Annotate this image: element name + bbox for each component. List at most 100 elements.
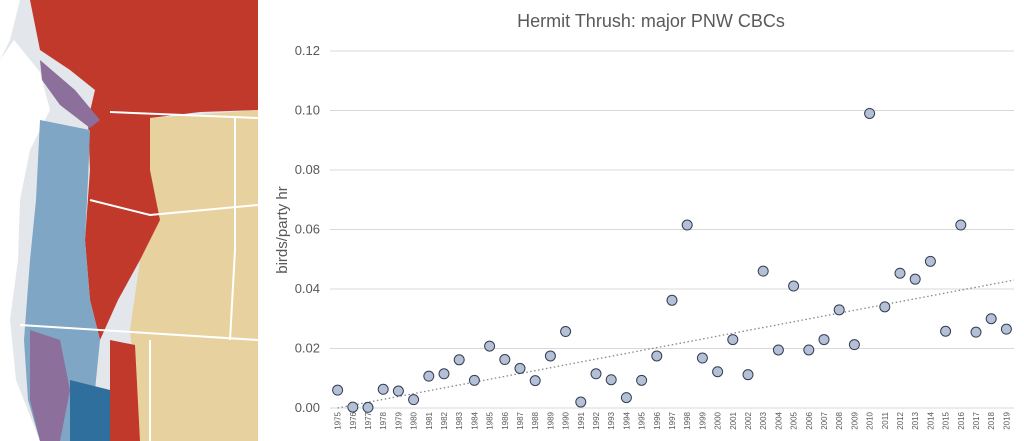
x-tick-label: 1990 <box>562 411 571 429</box>
map-border-canada-us <box>109 111 258 119</box>
x-tick-label: 1987 <box>516 411 525 429</box>
x-tick-label: 1976 <box>349 411 358 429</box>
x-tick-label: 1992 <box>592 411 601 429</box>
data-point <box>803 344 815 356</box>
data-point <box>924 255 936 267</box>
data-point <box>408 394 420 406</box>
data-point <box>590 368 602 380</box>
x-tick-label: 2004 <box>774 411 783 429</box>
x-tick-label: 2001 <box>729 411 738 429</box>
y-tick-label: 0.02 <box>295 341 320 356</box>
data-point <box>347 401 359 413</box>
x-tick-label: 2012 <box>896 411 905 429</box>
data-point <box>833 304 845 316</box>
x-tick-label: 1975 <box>334 411 343 429</box>
data-point <box>985 313 997 325</box>
x-tick-label: 2015 <box>942 411 951 429</box>
data-point <box>848 339 860 351</box>
data-point <box>712 366 724 378</box>
x-tick-label: 1998 <box>683 411 692 429</box>
trendline <box>337 279 1015 409</box>
y-tick-label: 0.00 <box>295 400 320 415</box>
x-tick-label: 1989 <box>546 411 555 429</box>
x-tick-label: 1979 <box>394 411 403 429</box>
data-point <box>696 352 708 364</box>
x-tick-label: 2002 <box>744 411 753 429</box>
chart-panel: Hermit Thrush: major PNW CBCs birds/part… <box>258 0 1024 441</box>
data-point <box>772 344 784 356</box>
x-tick-label: 1994 <box>622 411 631 429</box>
data-point <box>894 267 906 279</box>
map-border-idaho <box>229 118 236 341</box>
x-tick-label: 2018 <box>987 411 996 429</box>
x-tick-label: 1986 <box>501 411 510 429</box>
data-point <box>681 219 693 231</box>
x-tick-label: 1991 <box>577 411 586 429</box>
x-tick-label: 1978 <box>379 411 388 429</box>
x-tick-label: 1988 <box>531 411 540 429</box>
y-tick-labels: 0.00 0.02 0.04 0.06 0.08 0.10 0.12 <box>295 43 320 415</box>
data-point <box>514 362 526 374</box>
x-tick-label: 2017 <box>972 411 981 429</box>
x-tick-label: 2014 <box>926 411 935 429</box>
x-tick-label: 1999 <box>698 411 707 429</box>
data-point <box>362 401 374 413</box>
x-tick-label: 1977 <box>364 411 373 429</box>
x-tick-label: 1982 <box>440 411 449 429</box>
x-tick-label: 1995 <box>638 411 647 429</box>
data-point <box>560 326 572 338</box>
map-border-wa-or <box>89 199 258 217</box>
data-point <box>651 350 663 362</box>
data-point <box>620 392 632 404</box>
chart-title: Hermit Thrush: major PNW CBCs <box>517 11 785 31</box>
x-tick-label: 2019 <box>1002 411 1011 429</box>
data-point <box>575 396 587 408</box>
data-point <box>377 383 389 395</box>
y-tick-label: 0.10 <box>295 103 320 118</box>
gridlines <box>330 50 1014 409</box>
y-axis-label: birds/party hr <box>274 186 291 274</box>
data-point <box>392 385 404 397</box>
data-point <box>909 273 921 285</box>
y-tick-label: 0.12 <box>295 43 320 58</box>
x-tick-label: 2005 <box>790 411 799 429</box>
range-map-image <box>0 0 258 441</box>
data-point <box>864 107 876 119</box>
data-point <box>438 368 450 380</box>
map-ocean-west <box>0 40 50 441</box>
data-point <box>757 265 769 277</box>
x-tick-label: 1980 <box>410 411 419 429</box>
x-tick-label: 2000 <box>714 411 723 429</box>
x-tick-label: 2009 <box>850 411 859 429</box>
map-region-island <box>40 60 100 128</box>
x-tick-label: 1997 <box>668 411 677 429</box>
x-tick-label: 2010 <box>866 411 875 429</box>
x-tick-label: 1993 <box>607 411 616 429</box>
data-point <box>468 374 480 386</box>
x-tick-label: 1985 <box>486 411 495 429</box>
x-tick-label: 1984 <box>470 411 479 429</box>
data-point <box>970 326 982 338</box>
data-point <box>788 280 800 292</box>
map-region-interior <box>130 110 258 441</box>
range-map <box>0 0 258 441</box>
data-point <box>423 370 435 382</box>
data-point <box>940 325 952 337</box>
data-point <box>1000 323 1012 335</box>
y-tick-label: 0.08 <box>295 162 320 177</box>
map-region-north <box>30 0 258 118</box>
y-tick-label: 0.04 <box>295 281 320 296</box>
data-point <box>529 375 541 387</box>
x-tick-labels: 1975 1976 1977 1978 1979 1980 1981 1982 1983 1984… <box>334 411 1012 429</box>
x-tick-label: 1983 <box>455 411 464 429</box>
data-point <box>499 354 511 366</box>
data-point <box>484 340 496 352</box>
x-tick-label: 2013 <box>911 411 920 429</box>
map-ocean <box>0 0 20 60</box>
data-point <box>818 334 830 346</box>
map-border-or-ca <box>19 324 258 341</box>
data-point <box>727 334 739 346</box>
x-tick-label: 2007 <box>820 411 829 429</box>
x-tick-label: 1996 <box>653 411 662 429</box>
data-point <box>636 374 648 386</box>
